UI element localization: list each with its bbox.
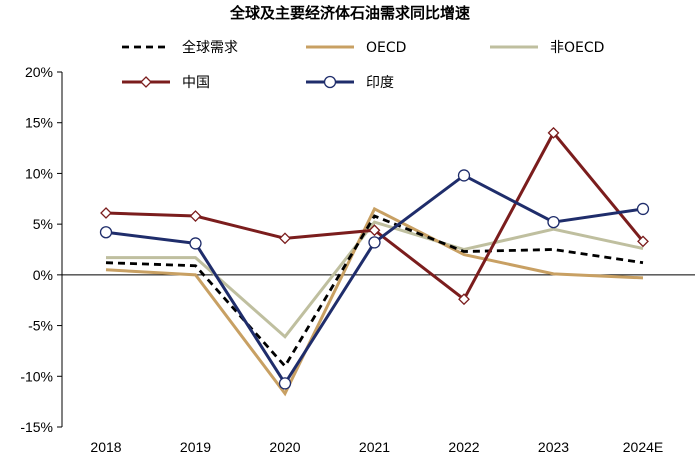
legend-item: 印度 <box>306 75 394 91</box>
series-4 <box>99 169 650 390</box>
series-layer <box>99 126 650 397</box>
series-3 <box>100 126 649 306</box>
data-point <box>278 377 292 390</box>
data-point <box>636 202 650 216</box>
data-point <box>457 169 471 182</box>
data-point <box>368 236 381 249</box>
y-tick-label: 15% <box>25 115 53 131</box>
y-tick-label: -5% <box>28 318 53 334</box>
y-tick-label: 10% <box>25 165 53 181</box>
x-tick-label: 2020 <box>269 439 300 455</box>
data-point <box>99 226 113 239</box>
data-point <box>189 210 202 222</box>
series-2 <box>106 220 644 339</box>
series-1 <box>105 206 644 397</box>
data-point <box>547 215 560 229</box>
legend-marker <box>323 75 337 89</box>
x-tick-label: 2023 <box>538 439 569 455</box>
legend-label: OECD <box>366 40 406 56</box>
x-tick-label: 2022 <box>448 439 479 455</box>
legend-label: 印度 <box>366 75 394 91</box>
data-point <box>458 293 470 306</box>
legend-marker <box>140 76 152 88</box>
legend-item: 全球需求 <box>122 39 238 56</box>
legend-label: 中国 <box>182 75 210 91</box>
data-point <box>637 235 649 248</box>
series-line <box>106 220 644 339</box>
y-tick-label: 5% <box>33 216 53 232</box>
x-tick-label: 2019 <box>180 439 211 455</box>
data-point <box>368 224 381 237</box>
series-line <box>105 214 644 369</box>
series-line <box>105 173 644 387</box>
series-0 <box>105 214 644 369</box>
legend: 全球需求 OECD 非OECD 中国 印度 <box>122 39 604 91</box>
data-point <box>189 237 202 250</box>
data-point <box>100 207 112 219</box>
data-point <box>279 232 291 245</box>
legend-label: 非OECD <box>550 40 604 56</box>
x-tick-label: 2021 <box>359 439 390 455</box>
x-tick-label: 2024E <box>623 439 663 455</box>
chart-title: 全球及主要经济体石油需求同比增速 <box>229 4 470 22</box>
data-point <box>547 126 560 139</box>
y-tick-label: -15% <box>20 419 53 435</box>
y-tick-label: 0% <box>33 267 53 283</box>
axes: 20% 15% 10% 5% 0% -5% -10% -15% 2018 2019 2020 2021… <box>20 64 695 455</box>
legend-item: 中国 <box>122 75 210 91</box>
y-tick-label: 20% <box>25 64 53 80</box>
y-tick-label: -10% <box>20 368 53 384</box>
legend-label: 全球需求 <box>182 39 238 56</box>
series-line <box>105 206 644 397</box>
legend-item: OECD <box>306 40 406 56</box>
legend-item: 非OECD <box>490 40 604 56</box>
x-tick-label: 2018 <box>90 439 121 455</box>
